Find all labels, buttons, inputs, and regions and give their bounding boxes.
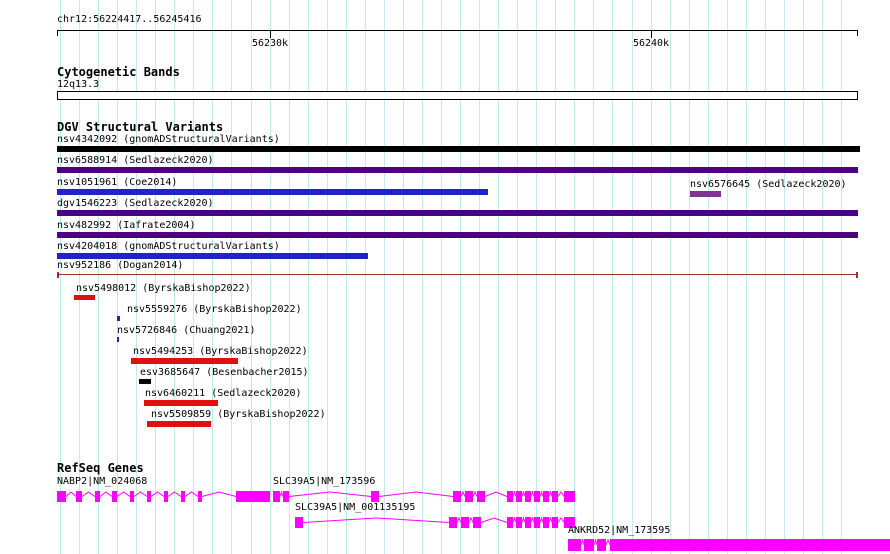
grid-line [631, 0, 633, 554]
ruler-end-tick [57, 30, 58, 36]
variant-label[interactable]: dgv1546223 (Sedlazeck2020) [57, 198, 214, 209]
variant-bar[interactable] [139, 379, 151, 384]
grid-line [726, 0, 728, 554]
grid-line [345, 0, 347, 554]
gene-label[interactable]: NABP2|NM_024068 [57, 476, 148, 487]
gene-glyph[interactable] [568, 536, 890, 551]
grid-line [555, 0, 557, 554]
grid-line [174, 0, 176, 554]
variant-range-cap [856, 272, 858, 278]
variant-bar[interactable] [147, 421, 211, 427]
variant-label[interactable]: nsv5726846 (Chuang2021) [117, 325, 256, 336]
gene-glyph[interactable] [295, 513, 575, 528]
variant-bar[interactable] [57, 167, 858, 173]
grid-line [79, 0, 81, 554]
cytobands-track-title: Cytogenetic Bands [57, 65, 180, 79]
variant-range-line[interactable] [57, 274, 858, 275]
variant-label[interactable]: nsv5494253 (ByrskaBishop2022) [133, 346, 308, 357]
ruler-end-tick [857, 30, 858, 36]
grid-line [460, 0, 462, 554]
grid-line [269, 0, 271, 554]
grid-line [593, 0, 595, 554]
variant-label[interactable]: nsv5498012 (ByrskaBishop2022) [76, 283, 251, 294]
region-label: chr12:56224417..56245416 [57, 14, 202, 25]
ruler-tick-label: 56240k [632, 38, 670, 49]
dgv-track-title: DGV Structural Variants [57, 120, 224, 134]
grid-line [479, 0, 481, 554]
grid-line [688, 0, 690, 554]
grid-line [212, 0, 214, 554]
grid-line [745, 0, 747, 554]
grid-line [402, 0, 404, 554]
grid-line [536, 0, 538, 554]
variant-label[interactable]: nsv1051961 (Coe2014) [57, 177, 178, 188]
variant-label[interactable]: nsv4204018 (gnomADStructuralVariants) [57, 241, 280, 252]
refseq-track-title: RefSeq Genes [57, 461, 144, 475]
grid-line [802, 0, 804, 554]
grid-line [650, 0, 652, 554]
variant-label[interactable]: nsv5559276 (ByrskaBishop2022) [127, 304, 302, 315]
grid-line [383, 0, 385, 554]
gene-label[interactable]: SLC39A5|NM_173596 [273, 476, 376, 487]
variant-label[interactable]: nsv5509859 (ByrskaBishop2022) [151, 409, 326, 420]
grid-line [288, 0, 290, 554]
variant-bar[interactable] [117, 316, 120, 321]
ruler-baseline [57, 30, 858, 31]
variant-label[interactable]: nsv952186 (Dogan2014) [57, 260, 184, 271]
variant-label[interactable]: nsv6460211 (Sedlazeck2020) [145, 388, 302, 399]
grid-line [707, 0, 709, 554]
variant-label[interactable]: nsv6588914 (Sedlazeck2020) [57, 155, 214, 166]
grid-line [764, 0, 766, 554]
gene-glyph[interactable] [57, 487, 270, 502]
variant-label[interactable]: nsv482992 (Iafrate2004) [57, 220, 196, 231]
grid-line [364, 0, 366, 554]
variant-bar[interactable] [57, 189, 488, 195]
grid-line [231, 0, 233, 554]
variant-bar[interactable] [117, 337, 119, 342]
grid-line [307, 0, 309, 554]
variant-bar[interactable] [57, 146, 860, 152]
grid-line [822, 0, 823, 554]
gene-label[interactable]: SLC39A5|NM_001135195 [295, 502, 416, 513]
grid-line [441, 0, 442, 554]
grid-line [669, 0, 671, 554]
grid-line [517, 0, 519, 554]
variant-bar[interactable] [144, 400, 218, 406]
variant-bar[interactable] [57, 253, 368, 259]
grid-line [117, 0, 119, 554]
grid-line [498, 0, 500, 554]
grid-line [60, 0, 61, 554]
variant-bar[interactable] [57, 210, 858, 216]
gene-glyph[interactable] [273, 487, 575, 502]
grid-line [574, 0, 576, 554]
ruler-tick [270, 30, 271, 38]
grid-line [421, 0, 423, 554]
variant-bar[interactable] [690, 191, 721, 197]
variant-bar[interactable] [57, 232, 858, 238]
grid-line [155, 0, 157, 554]
variant-label[interactable]: nsv6576645 (Sedlazeck2020) [690, 179, 847, 190]
grid-line [193, 0, 195, 554]
grid-line [841, 0, 843, 554]
grid-line [326, 0, 328, 554]
variant-bar[interactable] [74, 295, 95, 300]
ruler-tick-label: 56230k [251, 38, 289, 49]
variant-range-cap [57, 272, 59, 278]
ruler-tick [651, 30, 652, 38]
variant-label[interactable]: esv3685647 (Besenbacher2015) [140, 367, 309, 378]
gene-label[interactable]: ANKRD52|NM_173595 [568, 525, 671, 536]
cytoband-name: 12q13.3 [57, 79, 100, 90]
grid-line [98, 0, 100, 554]
grid-line [612, 0, 614, 554]
variant-label[interactable]: nsv4342092 (gnomADStructuralVariants) [57, 134, 280, 145]
grid-line [783, 0, 785, 554]
grid-line [250, 0, 252, 554]
variant-bar[interactable] [131, 358, 238, 364]
cytoband-bar[interactable] [57, 91, 858, 100]
grid-line [136, 0, 138, 554]
